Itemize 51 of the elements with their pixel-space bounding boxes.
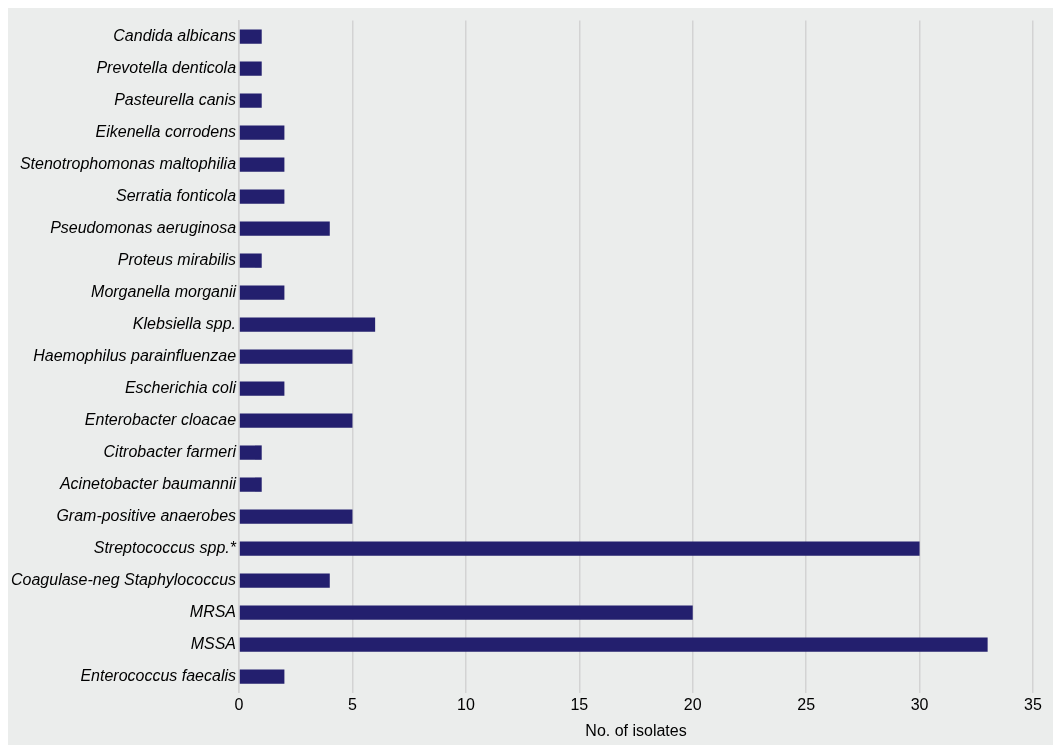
y-tick-label: Gram-positive anaerobes bbox=[56, 507, 237, 525]
y-tick-label: MSSA bbox=[190, 635, 237, 653]
y-tick-label: Streptococcus spp.* bbox=[93, 539, 237, 557]
y-tick-label: MRSA bbox=[189, 603, 237, 621]
x-tick-label: 15 bbox=[570, 695, 589, 713]
x-tick-label: 5 bbox=[348, 695, 357, 713]
bar bbox=[239, 29, 262, 44]
y-tick-label: Morganella morganii bbox=[91, 283, 237, 301]
bar bbox=[239, 509, 353, 524]
y-tick-label: Pasteurella canis bbox=[114, 91, 237, 109]
bar bbox=[239, 221, 330, 236]
x-tick-label: 35 bbox=[1024, 695, 1042, 713]
y-tick-label: Escherichia coli bbox=[124, 379, 237, 397]
bar bbox=[239, 317, 376, 332]
x-tick-label: 30 bbox=[910, 695, 929, 713]
y-tick-label: Eikenella corrodens bbox=[95, 123, 237, 141]
y-tick-label: Enterobacter cloacae bbox=[84, 411, 237, 429]
bar bbox=[239, 637, 988, 652]
bar bbox=[239, 413, 353, 428]
bar bbox=[239, 61, 262, 76]
bar bbox=[239, 669, 285, 684]
bar bbox=[239, 189, 285, 204]
y-tick-label: Enterococcus faecalis bbox=[80, 667, 237, 685]
x-axis-title: No. of isolates bbox=[585, 721, 687, 739]
x-tick-label: 10 bbox=[456, 695, 475, 713]
bar bbox=[239, 285, 285, 300]
y-tick-label: Coagulase-neg Staphylococcus bbox=[11, 571, 237, 589]
y-tick-label: Pseudomonas aeruginosa bbox=[50, 219, 237, 237]
bar bbox=[239, 445, 262, 460]
bar bbox=[239, 125, 285, 140]
bar bbox=[239, 573, 330, 588]
bar bbox=[239, 157, 285, 172]
x-tick-label: 0 bbox=[234, 695, 244, 713]
y-tick-label: Acinetobacter baumannii bbox=[58, 475, 237, 493]
y-tick-label: Prevotella denticola bbox=[96, 59, 237, 77]
bar bbox=[239, 381, 285, 396]
y-tick-label: Stenotrophomonas maltophilia bbox=[19, 155, 237, 173]
bar bbox=[239, 349, 353, 364]
y-tick-label: Klebsiella spp. bbox=[132, 315, 237, 333]
y-tick-label: Serratia fonticola bbox=[115, 187, 237, 205]
y-tick-label: Proteus mirabilis bbox=[117, 251, 237, 269]
bar bbox=[239, 93, 262, 108]
y-tick-label: Haemophilus parainfluenzae bbox=[33, 347, 237, 365]
x-tick-label: 25 bbox=[797, 695, 816, 713]
x-tick-label: 20 bbox=[683, 695, 702, 713]
bar bbox=[239, 253, 262, 268]
bar bbox=[239, 477, 262, 492]
y-tick-label: Citrobacter farmeri bbox=[103, 443, 237, 461]
y-tick-label: Candida albicans bbox=[113, 27, 237, 45]
bar bbox=[239, 541, 920, 556]
bar bbox=[239, 605, 693, 620]
